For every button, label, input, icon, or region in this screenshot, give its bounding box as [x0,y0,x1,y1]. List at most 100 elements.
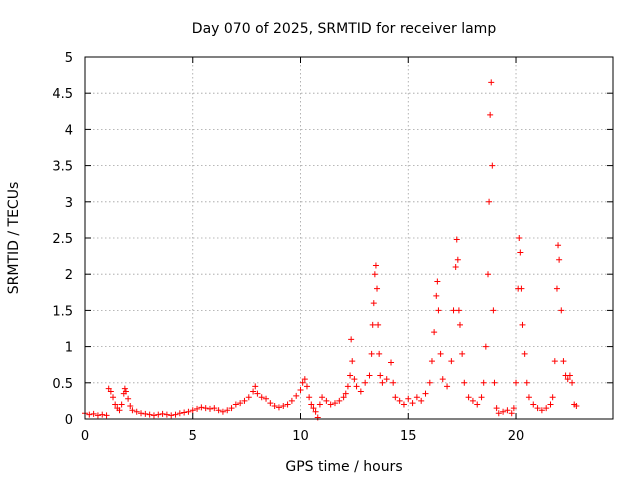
data-point [379,379,386,386]
y-tick-label: 4.5 [52,87,73,102]
data-point [301,376,308,383]
data-point [232,401,239,408]
data-point [434,278,441,285]
x-tick-label: 5 [189,429,197,444]
data-point [480,379,487,386]
data-point [284,401,291,408]
chart-title: Day 070 of 2025, SRMTID for receiver lam… [192,21,497,37]
data-point [366,372,373,379]
data-point [573,402,580,409]
data-point [99,411,106,418]
data-point [323,397,330,404]
y-tick-label: 2 [65,268,73,283]
data-point [129,407,136,414]
data-point [112,401,119,408]
data-point [303,383,310,390]
data-point [390,379,397,386]
y-tick-label: 5 [65,51,73,66]
data-point [418,397,425,404]
data-point [310,405,317,412]
data-point [485,271,492,278]
data-point [245,394,252,401]
data-point [150,412,157,419]
data-point [556,256,563,263]
data-point [495,410,502,417]
data-point [336,397,343,404]
y-tick-label: 1.5 [52,304,73,319]
data-point [308,401,315,408]
data-point [459,350,466,357]
data-point [90,410,97,417]
data-point [375,321,382,328]
data-point [228,405,235,412]
data-point [534,405,541,412]
data-point [372,262,379,269]
y-tick-label: 1 [65,341,73,356]
data-point [519,321,526,328]
y-axis-label: SRMTID / TECUs [6,182,22,295]
data-point [439,376,446,383]
data-point [413,394,420,401]
data-point [392,394,399,401]
data-point [127,402,134,409]
data-point [428,358,435,365]
data-point [357,388,364,395]
data-point [569,379,576,386]
data-point [312,408,319,415]
data-point [211,405,218,412]
data-point [163,411,170,418]
y-tick-labels: 0 0.5 1 1.5 2 2.5 3 3.5 4 4.5 5 [52,51,73,428]
data-point [371,271,378,278]
data-point [566,372,573,379]
data-point [347,372,354,379]
data-point [219,408,226,415]
data-point [142,410,149,417]
data-point [456,321,463,328]
data-point [250,388,257,395]
data-point [551,358,558,365]
data-point [525,394,532,401]
y-tick-label: 2.5 [52,232,73,247]
x-tick-label: 0 [81,429,89,444]
data-point [344,383,351,390]
data-series-lamp [82,79,580,421]
data-point [523,379,530,386]
data-point [258,394,265,401]
data-point [185,408,192,415]
data-point [409,400,416,407]
data-point [433,292,440,299]
data-point [168,412,175,419]
data-point [489,162,496,169]
data-point [254,390,261,397]
x-tick-label: 10 [292,429,309,444]
data-point [452,263,459,270]
y-tick-label: 3 [65,196,73,211]
data-point [564,376,571,383]
data-point [181,409,188,416]
data-point [516,235,523,241]
data-point [351,376,358,383]
data-point [172,411,179,418]
data-point [560,358,567,365]
data-point [490,307,497,314]
data-point [138,410,145,417]
data-point [377,372,384,379]
data-point [383,376,390,383]
data-point [241,397,248,404]
data-point [275,404,282,411]
data-point [306,394,313,401]
data-point [374,285,381,292]
data-point [340,394,347,401]
data-point [400,401,407,408]
data-point [474,401,481,408]
data-point [396,397,403,404]
data-point [486,198,493,205]
data-point [517,249,524,256]
data-point [86,411,93,418]
data-point [110,394,117,401]
data-point [455,307,462,314]
x-tick-label: 15 [400,429,417,444]
data-point [349,358,356,365]
data-point [530,401,537,408]
data-point [122,388,129,395]
